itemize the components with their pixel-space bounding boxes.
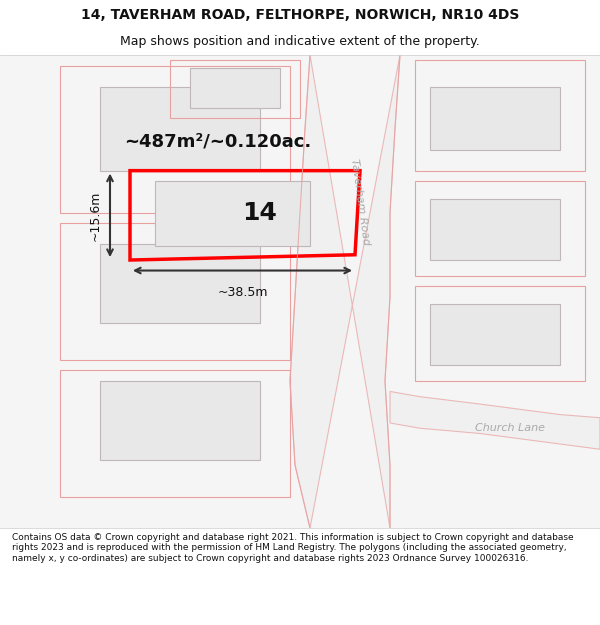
Text: ~38.5m: ~38.5m — [217, 286, 268, 299]
Text: ~487m²/~0.120ac.: ~487m²/~0.120ac. — [124, 132, 311, 150]
Bar — [155, 181, 310, 246]
Bar — [100, 244, 260, 323]
Bar — [100, 86, 260, 171]
Bar — [170, 60, 300, 118]
Bar — [190, 68, 280, 108]
Bar — [415, 181, 585, 276]
Polygon shape — [290, 55, 400, 528]
Bar — [415, 286, 585, 381]
Bar — [430, 86, 560, 149]
Text: Contains OS data © Crown copyright and database right 2021. This information is : Contains OS data © Crown copyright and d… — [12, 533, 574, 562]
Polygon shape — [390, 391, 600, 449]
Bar — [60, 66, 290, 213]
Bar — [100, 381, 260, 460]
Text: 14: 14 — [242, 201, 277, 225]
Bar — [415, 60, 585, 171]
Text: Map shows position and indicative extent of the property.: Map shows position and indicative extent… — [120, 35, 480, 48]
Bar — [430, 304, 560, 365]
Text: Church Lane: Church Lane — [475, 423, 545, 433]
Text: Taverham Road: Taverham Road — [349, 158, 371, 246]
Text: 14, TAVERHAM ROAD, FELTHORPE, NORWICH, NR10 4DS: 14, TAVERHAM ROAD, FELTHORPE, NORWICH, N… — [81, 8, 519, 22]
Bar — [60, 371, 290, 497]
Bar — [430, 199, 560, 260]
FancyBboxPatch shape — [0, 55, 600, 528]
Bar — [60, 223, 290, 360]
Text: ~15.6m: ~15.6m — [89, 190, 102, 241]
